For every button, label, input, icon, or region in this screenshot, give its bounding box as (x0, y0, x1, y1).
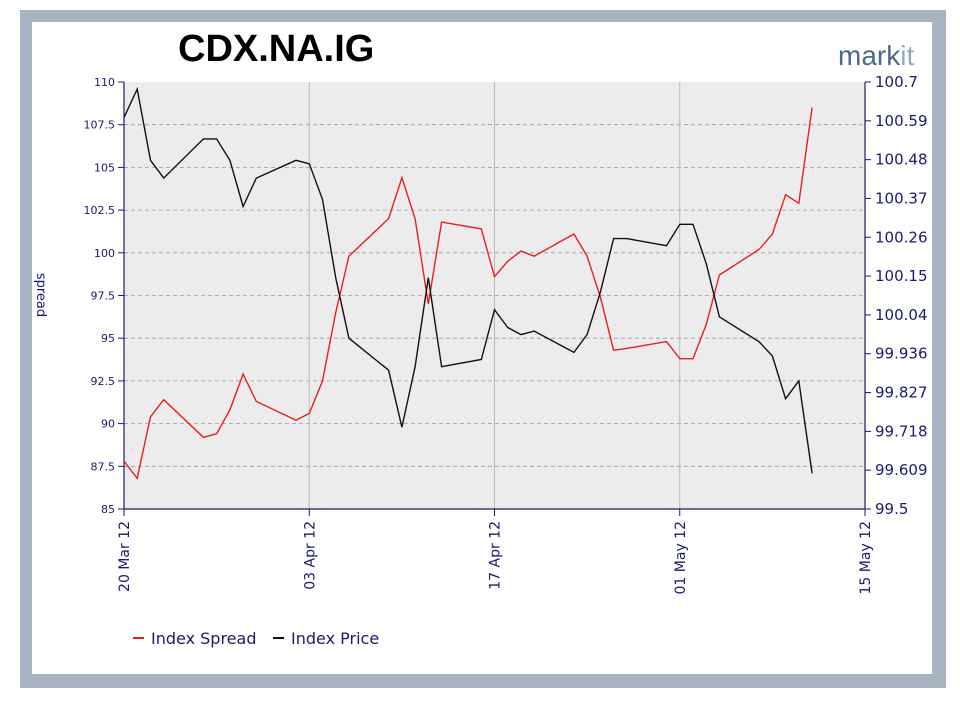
legend-label: Index Price (291, 629, 379, 648)
legend-label: Index Spread (151, 629, 256, 648)
right-tick-label: 99.936 (875, 345, 928, 363)
right-tick-label: 99.5 (875, 500, 908, 518)
chart-title: CDX.NA.IG (178, 28, 375, 70)
right-tick-label: 100.59 (875, 112, 928, 130)
right-tick-label: 100.7 (875, 73, 918, 91)
series-line (123, 107, 813, 480)
right-tick-label: 100.26 (875, 228, 928, 246)
right-tick-label: 100.48 (875, 151, 928, 169)
left-tick-label: 97.5 (91, 290, 116, 303)
left-tick-label: 95 (101, 332, 115, 345)
right-tick-label: 99.827 (875, 384, 928, 402)
legend: Index Spread Index Price (133, 629, 379, 648)
right-tick-label: 99.609 (875, 461, 928, 479)
x-tick-label: 03 Apr 12 (302, 521, 318, 590)
left-tick-label: 87.5 (91, 460, 116, 473)
x-axis-ticks: 20 Mar 12 03 Apr 12 17 Apr 12 01 May 12 15 M… (117, 509, 874, 594)
x-tick-label: 15 May 12 (858, 521, 874, 594)
grid-lines (124, 124, 865, 467)
series-line (123, 86, 813, 474)
right-axis-ticks: 99.5 99.609 99.718 99.827 99.936 100.04 100.15… (865, 73, 928, 518)
left-tick-label: 92.5 (91, 375, 116, 388)
series-lines (123, 86, 813, 480)
right-tick-label: 100.37 (875, 189, 928, 207)
markit-logo: markit (838, 40, 915, 71)
left-tick-label: 105 (94, 161, 115, 174)
left-tick-label: 100 (94, 247, 115, 260)
right-tick-label: 100.04 (875, 306, 928, 324)
left-tick-label: 110 (94, 76, 115, 89)
right-tick-label: 100.15 (875, 267, 928, 285)
left-tick-label: 85 (101, 503, 115, 516)
right-tick-label: 99.718 (875, 422, 928, 440)
vertical-grid-lines (308, 82, 681, 509)
y-axis-title: spread (33, 273, 48, 317)
left-tick-label: 107.5 (84, 119, 116, 132)
left-axis-ticks: 85 87.5 90 92.5 95 97.5 100 102.5 105 107.5 110 (84, 76, 124, 516)
x-tick-label: 20 Mar 12 (117, 521, 133, 592)
left-tick-label: 102.5 (84, 204, 116, 217)
left-tick-label: 90 (101, 418, 115, 431)
x-tick-label: 01 May 12 (673, 521, 689, 594)
x-tick-label: 17 Apr 12 (488, 521, 504, 590)
